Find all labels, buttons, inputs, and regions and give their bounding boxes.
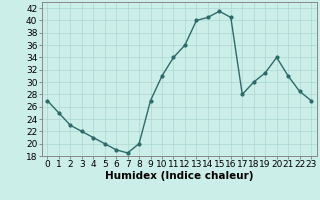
X-axis label: Humidex (Indice chaleur): Humidex (Indice chaleur): [105, 171, 253, 181]
